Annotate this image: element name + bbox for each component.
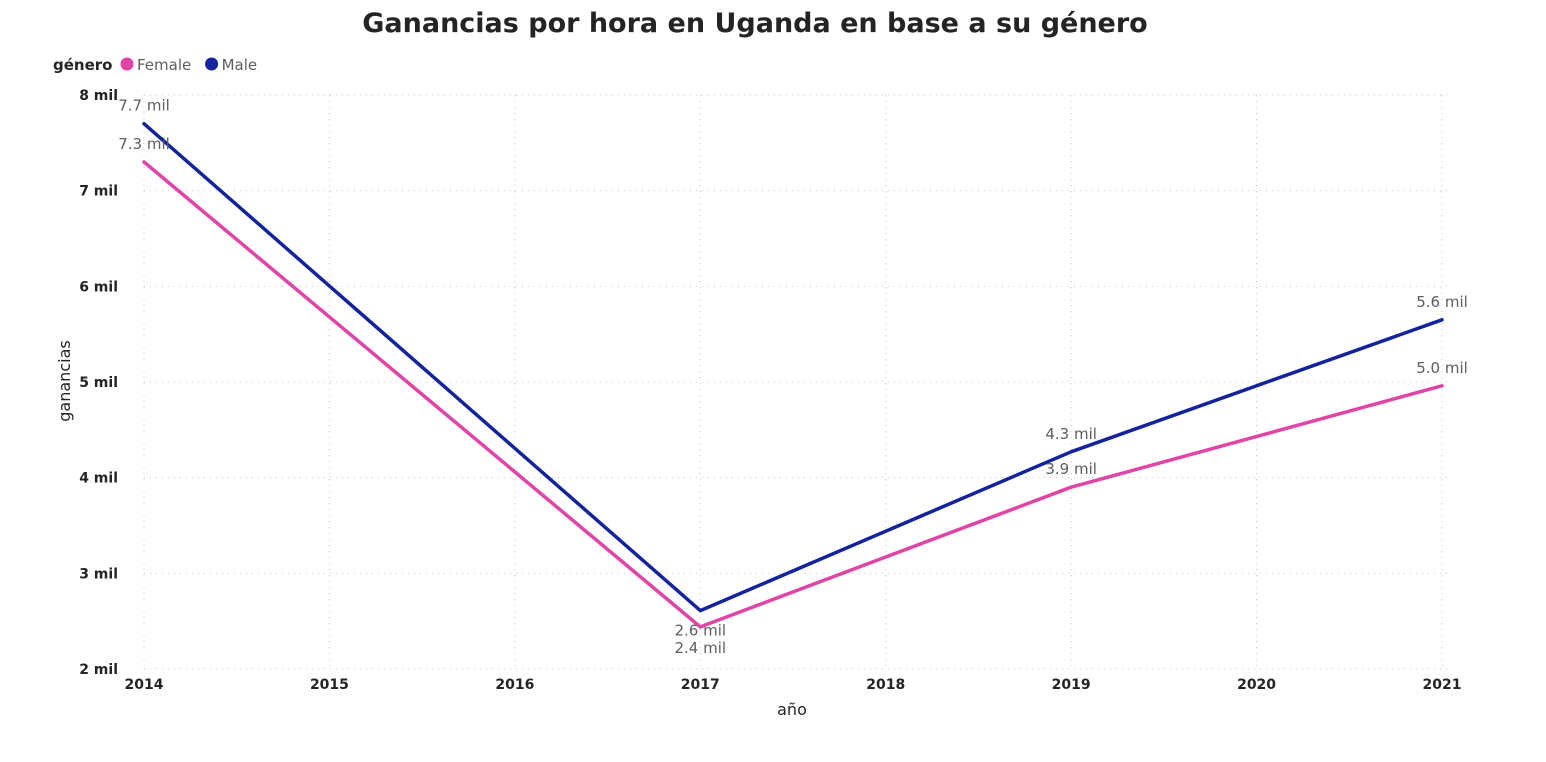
legend-title: género (53, 56, 112, 74)
y-tick-label: 4 mil (79, 471, 118, 487)
y-tick-label: 6 mil (79, 279, 118, 295)
y-axis-title: ganancias (55, 340, 74, 421)
legend-item-female[interactable]: Female (120, 56, 192, 74)
y-tick-label: 5 mil (79, 375, 118, 391)
data-label-female: 2.4 mil (674, 639, 726, 657)
x-tick-label: 2015 (310, 677, 349, 693)
y-axis: 2 mil 3 mil 4 mil 5 mil 6 mil 7 mil 8 mil (79, 88, 118, 678)
chart-title: Ganancias por hora en Uganda en base a s… (362, 8, 1147, 39)
legend-label: Male (222, 56, 258, 74)
legend-items: Female Male (120, 56, 257, 74)
y-tick-label: 8 mil (79, 88, 118, 104)
x-tick-label: 2021 (1423, 677, 1462, 693)
y-tick-label: 2 mil (79, 662, 118, 678)
x-tick-label: 2014 (125, 677, 164, 693)
series-lines (142, 121, 1444, 629)
x-axis: 2014 2015 2016 2017 2018 2019 2020 2021 (125, 677, 1462, 693)
y-tick-label: 3 mil (79, 566, 118, 582)
x-axis-title: año (777, 700, 807, 719)
legend: género Female Male (53, 56, 257, 74)
x-tick-label: 2020 (1237, 677, 1276, 693)
data-label-female: 7.3 mil (118, 135, 170, 153)
data-label-male: 5.6 mil (1416, 293, 1468, 311)
data-labels: 7.3 mil 2.4 mil 3.9 mil 5.0 mil 7.7 mil 2.6 m… (118, 97, 1468, 657)
x-tick-label: 2016 (495, 677, 534, 693)
data-label-female: 3.9 mil (1045, 460, 1097, 478)
y-tick-label: 7 mil (79, 184, 118, 200)
x-tick-label: 2017 (681, 677, 720, 693)
series-line-male (142, 121, 1444, 613)
data-label-female: 5.0 mil (1416, 359, 1468, 377)
legend-item-male[interactable]: Male (205, 56, 257, 74)
data-label-male: 7.7 mil (118, 97, 170, 115)
series-line-female (142, 160, 1444, 629)
legend-marker (120, 57, 134, 71)
grid (143, 94, 1450, 670)
data-label-male: 2.6 mil (674, 622, 726, 640)
x-tick-label: 2018 (866, 677, 905, 693)
x-tick-label: 2019 (1052, 677, 1091, 693)
data-label-male: 4.3 mil (1045, 425, 1097, 443)
legend-label: Female (137, 56, 191, 74)
legend-marker (205, 57, 219, 71)
